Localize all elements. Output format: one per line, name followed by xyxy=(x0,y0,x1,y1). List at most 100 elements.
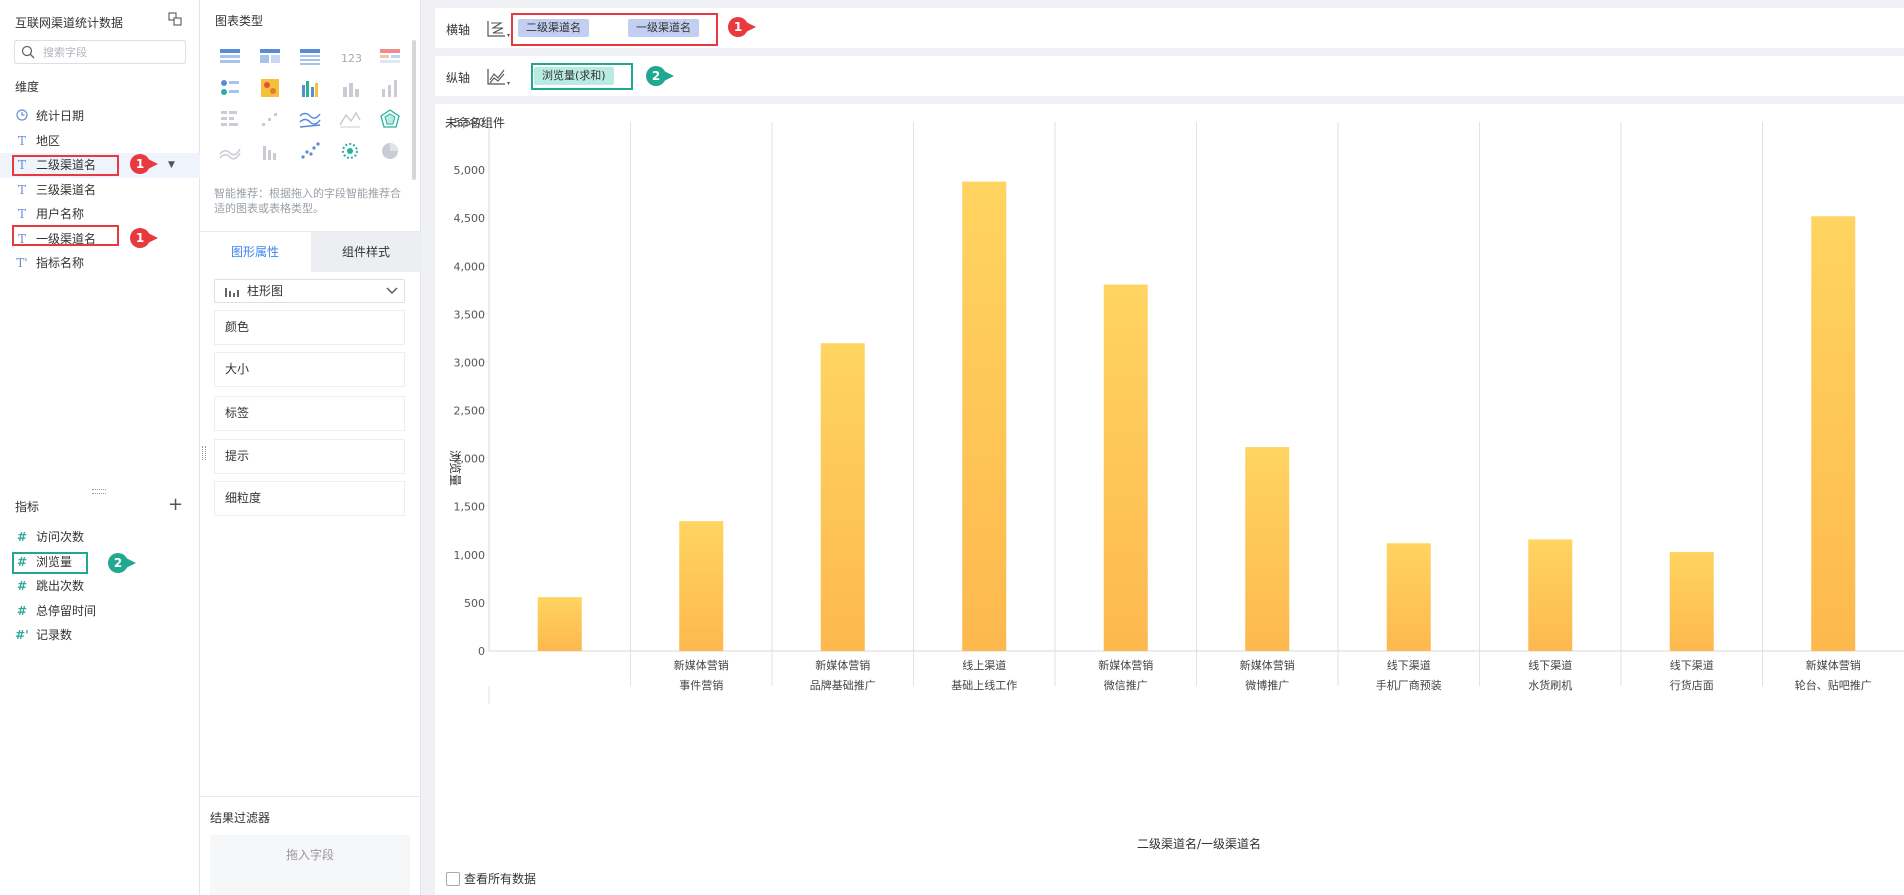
x-tick-label-level1: 线下渠道 xyxy=(1528,658,1572,672)
bar-chart-gray-icon[interactable] xyxy=(338,77,362,99)
panel-resize-handle[interactable] xyxy=(202,446,206,460)
metric-item-bounces[interactable]: # 跳出次数 xyxy=(0,574,200,599)
show-all-data-checkbox[interactable]: 查看所有数据 xyxy=(446,870,536,887)
x-tick-label-level1: 线上渠道 xyxy=(962,658,1006,672)
property-label[interactable]: 标签 xyxy=(214,396,405,431)
polyline-icon[interactable] xyxy=(338,108,362,130)
x-tick-label-level2: 手机厂商预装 xyxy=(1376,678,1442,692)
number-card-icon[interactable]: 123 xyxy=(338,46,362,68)
y-tick-label: 0 xyxy=(478,645,485,658)
x-field-pill-level1[interactable]: 一级渠道名 xyxy=(628,19,699,37)
component-title[interactable]: 未命名组件 xyxy=(445,116,506,130)
chart-gridlines xyxy=(488,122,1904,704)
panel-resize-handle[interactable] xyxy=(92,489,106,494)
text-icon: T' xyxy=(16,256,28,270)
caret-down-icon[interactable]: ▼ xyxy=(168,160,175,170)
x-tick-label-level2: 事件营销 xyxy=(679,678,723,692)
text-icon: T xyxy=(17,182,26,197)
table-color-icon[interactable] xyxy=(378,46,402,68)
grouped-bar-icon[interactable] xyxy=(298,77,322,99)
add-metric-icon[interactable]: + xyxy=(168,494,184,515)
field-search-box[interactable] xyxy=(14,40,186,64)
property-tooltip[interactable]: 提示 xyxy=(214,439,405,474)
property-color[interactable]: 颜色 xyxy=(214,310,405,345)
y-tick-label: 2,500 xyxy=(454,405,486,418)
line-multi-icon[interactable] xyxy=(298,108,322,130)
chart-component: 未命名组件 0 500 1,000 1,500 2,000 2,500 3,000 3,500… xyxy=(435,104,1904,895)
bar[interactable] xyxy=(1245,447,1290,651)
metric-item-total-stay-time[interactable]: # 总停留时间 xyxy=(0,599,200,624)
text-icon: T xyxy=(17,231,26,246)
pie-icon[interactable] xyxy=(378,140,402,162)
chart-type-scrollbar[interactable] xyxy=(412,40,416,180)
y-axis-shelf: 纵轴 浏览量(求和) xyxy=(435,56,1904,96)
y-tick-label: 5,000 xyxy=(454,164,486,177)
bar[interactable] xyxy=(1386,543,1431,651)
tab-graphic-properties[interactable]: 图形属性 xyxy=(200,232,310,272)
axis-type-icon[interactable] xyxy=(485,66,513,88)
bar[interactable] xyxy=(679,521,724,651)
metric-item-record-count[interactable]: #' 记录数 xyxy=(0,623,200,648)
kpi-card-icon[interactable] xyxy=(218,77,242,99)
dimension-list: 统计日期 T 地区 T 二级渠道名 ▼ T 三级渠道名 T 用户名称 T 一级渠… xyxy=(0,104,200,276)
text-icon: T xyxy=(17,207,26,221)
bar[interactable] xyxy=(1669,551,1714,651)
property-granularity[interactable]: 细粒度 xyxy=(214,481,405,516)
x-axis-label: 横轴 xyxy=(446,23,471,37)
dimension-label: 二级渠道名 xyxy=(36,158,97,172)
metric-item-visits[interactable]: # 访问次数 xyxy=(0,525,200,550)
dataset-switch-icon[interactable] xyxy=(168,12,182,26)
property-size[interactable]: 大小 xyxy=(214,352,405,387)
axis-type-icon[interactable] xyxy=(485,18,513,40)
x-axis-shelf: 横轴 二级渠道名 一级渠道名 xyxy=(435,8,1904,48)
dimension-item-stat-date[interactable]: 统计日期 xyxy=(0,104,200,129)
table-group-icon[interactable] xyxy=(258,46,282,68)
bar-gray-small-icon[interactable] xyxy=(258,140,282,162)
column-chart-icon[interactable] xyxy=(378,77,402,99)
bubble-icon[interactable] xyxy=(338,140,362,162)
bar-chart-icon xyxy=(225,288,239,297)
result-filter-dropzone[interactable]: 拖入字段 xyxy=(210,835,410,895)
dimension-item-region[interactable]: T 地区 xyxy=(0,129,200,154)
chart-type-label: 图表类型 xyxy=(215,14,264,28)
dimension-item-level1-channel[interactable]: T 一级渠道名 xyxy=(0,227,200,252)
y-tick-label: 1,000 xyxy=(454,549,486,562)
table-detail-icon[interactable] xyxy=(218,46,242,68)
x-field-pill-level2[interactable]: 二级渠道名 xyxy=(518,19,589,37)
y-field-pill-pageviews[interactable]: 浏览量(求和) xyxy=(534,67,614,85)
tab-component-style[interactable]: 组件样式 xyxy=(311,232,421,272)
heatmap-icon[interactable] xyxy=(258,77,282,99)
divider xyxy=(200,796,421,797)
field-search-input[interactable] xyxy=(41,43,181,61)
area-line-icon[interactable] xyxy=(218,140,242,162)
x-tick-label-level2: 微信推广 xyxy=(1104,678,1148,692)
metric-item-pageviews[interactable]: # 浏览量 xyxy=(0,550,200,575)
chart-type-select[interactable]: 柱形图 xyxy=(214,279,405,303)
table-cross-icon[interactable] xyxy=(298,46,322,68)
hash-icon: # xyxy=(16,530,28,544)
text-icon: T xyxy=(17,133,26,148)
metric-label: 浏览量 xyxy=(36,554,73,569)
text-icon: T xyxy=(17,158,26,172)
bar[interactable] xyxy=(962,181,1007,651)
scatter-step-icon[interactable] xyxy=(258,108,282,130)
x-tick-label-level2: 轮台、贴吧推广 xyxy=(1795,678,1872,692)
radar-icon[interactable] xyxy=(378,108,402,130)
dimension-item-level2-channel[interactable]: T 二级渠道名 ▼ xyxy=(0,153,200,178)
x-tick-label-level2: 行货店面 xyxy=(1670,678,1714,692)
dimension-item-user-name[interactable]: T 用户名称 xyxy=(0,202,200,227)
scatter-icon[interactable] xyxy=(298,140,322,162)
bar[interactable] xyxy=(1811,216,1856,651)
bar[interactable] xyxy=(537,597,582,651)
bar[interactable] xyxy=(1528,539,1573,651)
clock-icon xyxy=(14,104,30,128)
dimension-section-label: 维度 xyxy=(15,80,40,94)
x-tick-label-level1: 新媒体营销 xyxy=(815,658,870,672)
bar[interactable] xyxy=(1103,284,1148,651)
dimension-item-metric-name[interactable]: T' 指标名称 xyxy=(0,251,200,276)
dimension-item-level3-channel[interactable]: T 三级渠道名 xyxy=(0,178,200,203)
hash-icon: # xyxy=(16,554,28,569)
x-tick-label-level2: 水货刷机 xyxy=(1528,678,1572,692)
bar[interactable] xyxy=(820,343,865,651)
bar-horizontal-icon[interactable] xyxy=(218,108,242,130)
